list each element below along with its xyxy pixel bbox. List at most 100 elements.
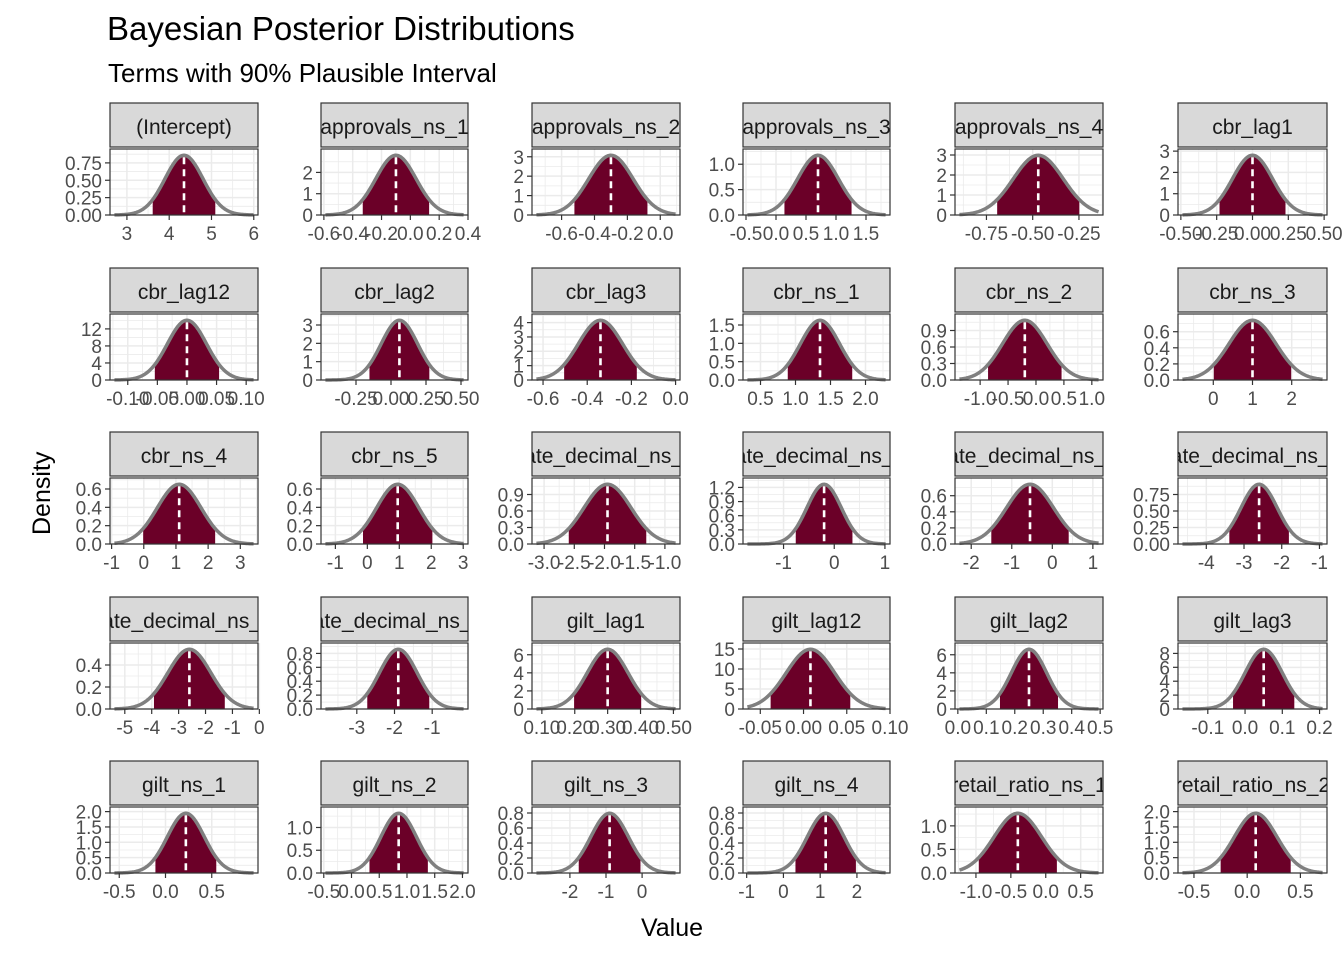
x-tick-label: -4 [1198, 553, 1215, 574]
density-curve [535, 647, 677, 711]
y-tick-label: 1 [1159, 185, 1170, 206]
x-tick-label: -0.6 [308, 224, 341, 245]
x-tick-label: -1.0 [964, 389, 997, 410]
y-tick-label: 0.6 [921, 487, 947, 508]
facet-strip [954, 267, 1104, 313]
x-tick-label: -0.05 [136, 389, 179, 410]
y-tick-label: 1 [513, 187, 524, 208]
x-axis-label: Value [640, 914, 704, 942]
x-tick-label: 0.00 [785, 718, 822, 739]
chart-title: Bayesian Posterior Distributions [107, 10, 575, 47]
y-tick-label: 15 [714, 640, 735, 661]
x-tick-label: 0 [1047, 553, 1058, 574]
density-curve [1181, 318, 1324, 382]
y-tick-label: 10 [714, 660, 735, 681]
density-curve [958, 811, 1100, 875]
y-tick-label: 0.0 [709, 371, 735, 392]
facet-panel: rate_decimal_ns_5 -5 -4 -3 -2 -1 0 0.00.20.4 [76, 596, 265, 739]
y-tick-label: 1.5 [1144, 818, 1170, 839]
facet-panel: rate_decimal_ns_2 -1 0 1 0.00.30.60.91.2 [709, 431, 905, 574]
facet-label: rate_decimal_ns_6 [306, 610, 483, 633]
x-tick-label: 2 [1286, 389, 1297, 410]
x-tick-label: 1.0 [782, 389, 808, 410]
x-tick-label: -0.25 [1195, 224, 1238, 245]
facet-label: cbr_ns_5 [351, 445, 437, 468]
x-tick-label: 1.0 [823, 224, 849, 245]
y-tick-label: 1 [302, 353, 313, 374]
x-tick-label: 2 [852, 882, 863, 903]
facet-strip [954, 596, 1104, 642]
facet-panel: (Intercept) 3 4 5 6 0.000.250.500.75 [65, 102, 259, 245]
y-tick-label: 0.8 [498, 804, 524, 825]
facet-strip [531, 267, 681, 313]
x-tick-label: 0 [138, 553, 149, 574]
x-tick-label: 1.5 [817, 389, 843, 410]
x-tick-label: -2 [963, 553, 980, 574]
facet-label: approvals_ns_2 [532, 116, 680, 139]
x-tick-label: -1.0 [960, 882, 993, 903]
x-tick-label: -2 [561, 882, 578, 903]
facet-panel: gilt_ns_2-0.50.0 0.5 1.0 1.5 2.00.00.51.0 [287, 760, 476, 903]
y-tick-label: 2 [302, 163, 313, 184]
y-tick-label: 0.6 [287, 658, 313, 679]
y-tick-label: 2 [1159, 163, 1170, 184]
facet-label: cbr_lag2 [354, 281, 435, 304]
facet-strip [109, 267, 259, 313]
y-tick-label: 0.6 [709, 507, 735, 528]
x-tick-label: -2 [197, 718, 214, 739]
x-tick-label: -0.4 [571, 389, 604, 410]
x-tick-label: 2.0 [449, 882, 475, 903]
density-curve [535, 482, 677, 546]
y-tick-label: 2.0 [76, 803, 102, 824]
x-tick-label: 0.0 [763, 224, 789, 245]
x-tick-label: 0.0 [945, 718, 971, 739]
facet-label: gilt_lag3 [1213, 610, 1291, 633]
y-tick-label: 0.6 [709, 819, 735, 840]
facet-strip [742, 760, 891, 806]
x-tick-label: 0.4 [1058, 718, 1085, 739]
facet-panel: cbr_ns_10.5 1.0 1.5 2.00.00.51.01.5 [709, 267, 891, 410]
x-tick-label: 0.50 [443, 389, 480, 410]
y-tick-label: 0 [302, 206, 313, 227]
y-tick-label: 0.75 [1133, 486, 1170, 507]
facet-label: cbr_ns_2 [986, 281, 1072, 304]
x-tick-label: 1.0 [394, 882, 420, 903]
x-tick-label: -0.05 [739, 718, 782, 739]
density-curve [113, 153, 255, 217]
facet-strip [1177, 596, 1328, 642]
facet-panel: rate_decimal_ns_6 -3 -2 -1 0.00.20.40.60.8 [287, 596, 483, 739]
y-tick-label: 0.4 [498, 834, 525, 855]
x-tick-label: 4 [164, 224, 175, 245]
x-tick-label: 2.0 [852, 389, 878, 410]
y-tick-label: 2 [513, 167, 524, 188]
facet-label: rate_decimal_ns_1 [517, 445, 694, 468]
y-tick-label: 0.50 [65, 171, 102, 192]
facet-label: cbr_lag3 [566, 281, 647, 304]
y-tick-label: 3 [302, 316, 313, 337]
y-tick-label: 0 [724, 700, 735, 721]
facet-panel: gilt_ns_3 -2 -1 0 0.00.20.40.60.8 [498, 760, 681, 903]
x-tick-label: 0.5 [199, 882, 225, 903]
y-tick-label: 0.6 [498, 819, 524, 840]
facet-label: cbr_lag1 [1212, 116, 1293, 139]
y-tick-label: 0.2 [76, 678, 102, 699]
facet-strip [531, 760, 681, 806]
x-tick-label: 0.05 [198, 389, 235, 410]
facet-strip [320, 102, 469, 148]
facet-strip [954, 102, 1104, 148]
x-tick-label: 0.25 [1270, 224, 1307, 245]
y-tick-label: 3 [513, 148, 524, 169]
x-tick-label: -2.0 [588, 553, 621, 574]
x-tick-label: 1 [1247, 389, 1258, 410]
facet-label: rate_decimal_ns_2 [728, 445, 905, 468]
facet-label: rate_decimal_ns_3 [940, 445, 1117, 468]
y-tick-label: 0.0 [1144, 864, 1170, 885]
y-tick-label: 0 [302, 371, 313, 392]
density-curve [535, 153, 677, 217]
facet-panel: gilt_ns_4 -1 0 1 2 0.00.20.40.60.8 [709, 760, 891, 903]
y-tick-label: 0.8 [287, 644, 313, 665]
x-tick-label: 5 [206, 224, 217, 245]
facet-panel: cbr_ns_2-1.0-0.50.0 0.5 1.00.00.30.60.9 [921, 267, 1105, 410]
y-tick-label: 1 [513, 357, 524, 378]
